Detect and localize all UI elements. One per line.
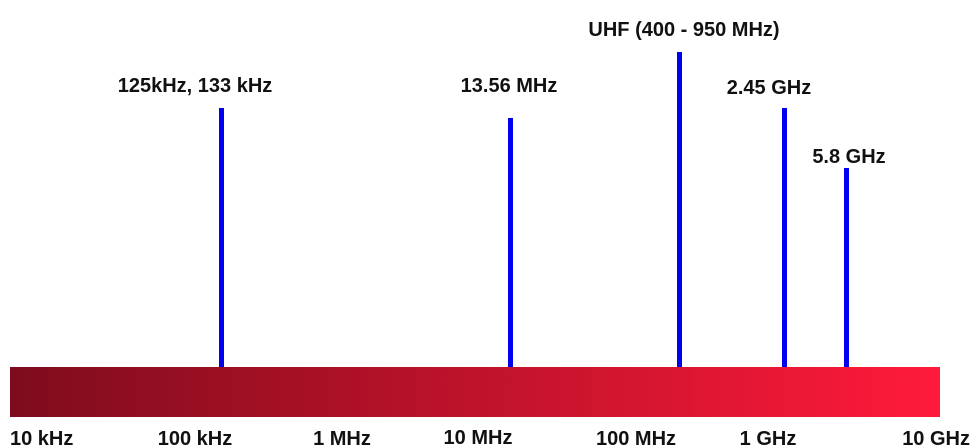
band-label-125khz: 125kHz, 133 kHz: [118, 75, 273, 97]
band-line-125khz: [219, 108, 224, 367]
band-labels: 125kHz, 133 kHz 13.56 MHz UHF (400 - 950…: [118, 19, 886, 168]
tick-label-1mhz: 1 MHz: [313, 428, 371, 448]
tick-label-1ghz: 1 GHz: [740, 428, 797, 448]
band-label-uhf: UHF (400 - 950 MHz): [588, 19, 779, 41]
tick-label-100khz: 100 kHz: [158, 428, 233, 448]
band-label-2-45ghz: 2.45 GHz: [727, 77, 811, 99]
spectrum-bar: [10, 367, 940, 417]
band-line-2-45ghz: [782, 108, 787, 367]
tick-label-10khz: 10 kHz: [10, 428, 73, 448]
band-line-13-56mhz: [508, 118, 513, 367]
band-line-5-8ghz: [844, 168, 849, 367]
band-line-uhf: [677, 52, 682, 367]
tick-label-100mhz: 100 MHz: [596, 428, 676, 448]
band-label-5-8ghz: 5.8 GHz: [812, 146, 885, 168]
band-markers: [219, 52, 849, 367]
tick-label-10ghz: 10 GHz: [902, 428, 970, 448]
axis-tick-labels: 10 kHz 100 kHz 1 MHz 10 MHz 100 MHz 1 GH…: [10, 427, 970, 448]
tick-label-10mhz: 10 MHz: [444, 427, 513, 448]
band-label-13-56mhz: 13.56 MHz: [461, 75, 558, 97]
